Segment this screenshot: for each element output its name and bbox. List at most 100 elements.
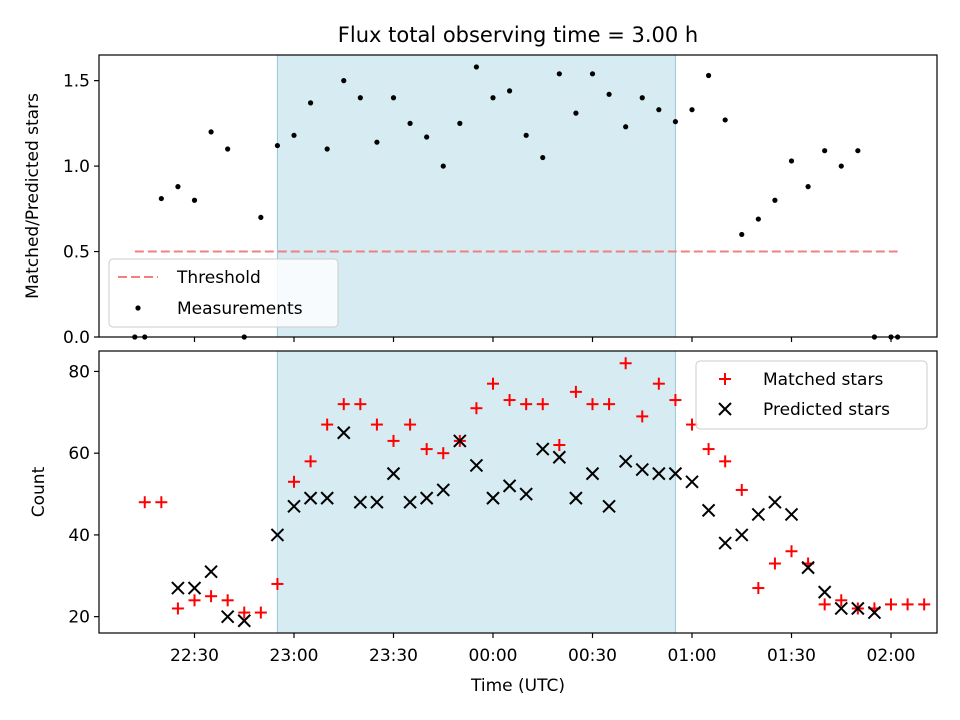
predicted-star-point — [220, 609, 235, 624]
measurement-point — [374, 139, 380, 145]
matched-star-point — [818, 598, 831, 611]
predicted-star-point — [652, 466, 666, 481]
matched-star-point — [619, 357, 632, 370]
matched-star-point — [835, 594, 848, 607]
matched-star-point — [387, 434, 400, 447]
observing-window-shade-top — [276, 54, 676, 338]
predicted-star-point — [718, 536, 732, 550]
y-tick-label: 80 — [68, 362, 90, 382]
predicted-star-point — [204, 564, 218, 579]
legend-threshold-label: Threshold — [176, 268, 261, 288]
top-legend: Threshold Measurements — [108, 258, 339, 328]
matched-star-point — [470, 402, 483, 415]
measurement-point — [722, 117, 728, 123]
matched-star-point — [254, 606, 267, 619]
measurement-point — [656, 107, 662, 113]
top-y-ticks: 0.0 0.5 1.0 1.5 — [63, 72, 99, 348]
matched-star-point — [238, 606, 251, 619]
predicted-star-point — [403, 495, 417, 509]
matched-star-point — [901, 598, 914, 611]
measurement-point — [689, 107, 695, 113]
matched-star-point — [603, 398, 616, 411]
y-tick-label: 0.5 — [63, 243, 90, 263]
predicted-star-point — [353, 495, 368, 509]
measurement-point — [424, 134, 430, 140]
predicted-star-point — [187, 581, 202, 595]
measurement-point — [307, 100, 314, 106]
measurement-point — [672, 119, 679, 125]
bottom-legend-box — [695, 360, 928, 430]
predicted-star-point — [419, 491, 434, 505]
matched-star-point — [171, 602, 184, 615]
matched-star-point — [487, 377, 500, 390]
matched-star-point — [221, 594, 234, 607]
matched-star-point — [785, 545, 798, 558]
measurement-point — [523, 132, 529, 138]
measurement-point — [357, 95, 363, 101]
predicted-stars-points — [171, 426, 882, 628]
matched-star-point — [636, 410, 649, 423]
measurement-point — [540, 154, 546, 161]
measurement-point — [208, 129, 214, 135]
matched-star-point — [437, 447, 450, 460]
matched-star-point — [271, 577, 284, 590]
matched-star-point — [288, 475, 301, 488]
measurement-point — [324, 146, 330, 152]
x-tick-label: 00:00 — [469, 646, 518, 666]
matched-star-point — [719, 455, 732, 468]
predicted-star-point — [602, 499, 616, 514]
matched-star-point — [586, 398, 599, 411]
predicted-star-point — [320, 491, 334, 505]
bottom-axes-frame — [98, 350, 938, 634]
predicted-star-point — [768, 495, 782, 509]
matched-star-point — [370, 418, 383, 431]
top-x-ticks — [193, 337, 892, 342]
predicted-star-point — [801, 560, 815, 575]
measurement-point — [623, 124, 629, 130]
predicted-star-point — [303, 491, 318, 505]
measurement-point — [838, 163, 844, 169]
predicted-star-point — [685, 475, 699, 489]
x-tick-label: 23:00 — [270, 646, 319, 666]
measurement-point — [556, 71, 562, 77]
measurement-point — [390, 95, 397, 101]
matched-star-point — [304, 455, 317, 468]
measurement-point — [755, 216, 761, 222]
measurement-point — [772, 197, 778, 203]
predicted-star-point — [386, 466, 401, 481]
predicted-star-point — [817, 585, 832, 599]
measurement-point — [639, 95, 645, 101]
predicted-star-point — [668, 466, 683, 481]
measurement-point — [822, 148, 828, 154]
y-tick-label: 40 — [68, 526, 90, 546]
predicted-star-point — [469, 458, 484, 473]
legend-predicted-label: Predicted stars — [763, 400, 890, 420]
predicted-star-point — [502, 479, 517, 493]
matched-star-point — [702, 443, 715, 456]
x-tick-label: 01:00 — [668, 646, 717, 666]
measurement-point — [473, 64, 480, 70]
matched-star-point — [155, 496, 168, 509]
matched-star-point — [354, 398, 367, 411]
measurement-point — [191, 197, 198, 203]
measurement-point — [589, 71, 596, 77]
predicted-star-point — [370, 495, 384, 509]
measurement-point — [506, 88, 513, 94]
x-tick-label: 00:30 — [568, 646, 617, 666]
legend-matched-swatch — [719, 373, 731, 385]
matched-star-point — [536, 398, 549, 411]
predicted-star-point — [585, 466, 600, 481]
matched-star-point — [569, 385, 582, 398]
predicted-star-point — [519, 487, 533, 501]
matched-star-point — [321, 418, 334, 431]
predicted-star-point — [536, 442, 550, 456]
measurement-point — [739, 231, 745, 238]
matched-star-point — [337, 398, 350, 411]
legend-measurements-swatch — [135, 305, 141, 311]
predicted-star-point — [618, 454, 633, 469]
predicted-star-point — [237, 614, 251, 628]
legend-matched-label: Matched stars — [763, 370, 883, 390]
x-tick-label: 02:00 — [867, 646, 916, 666]
matched-stars-points — [138, 357, 931, 619]
measurement-point — [457, 120, 463, 126]
